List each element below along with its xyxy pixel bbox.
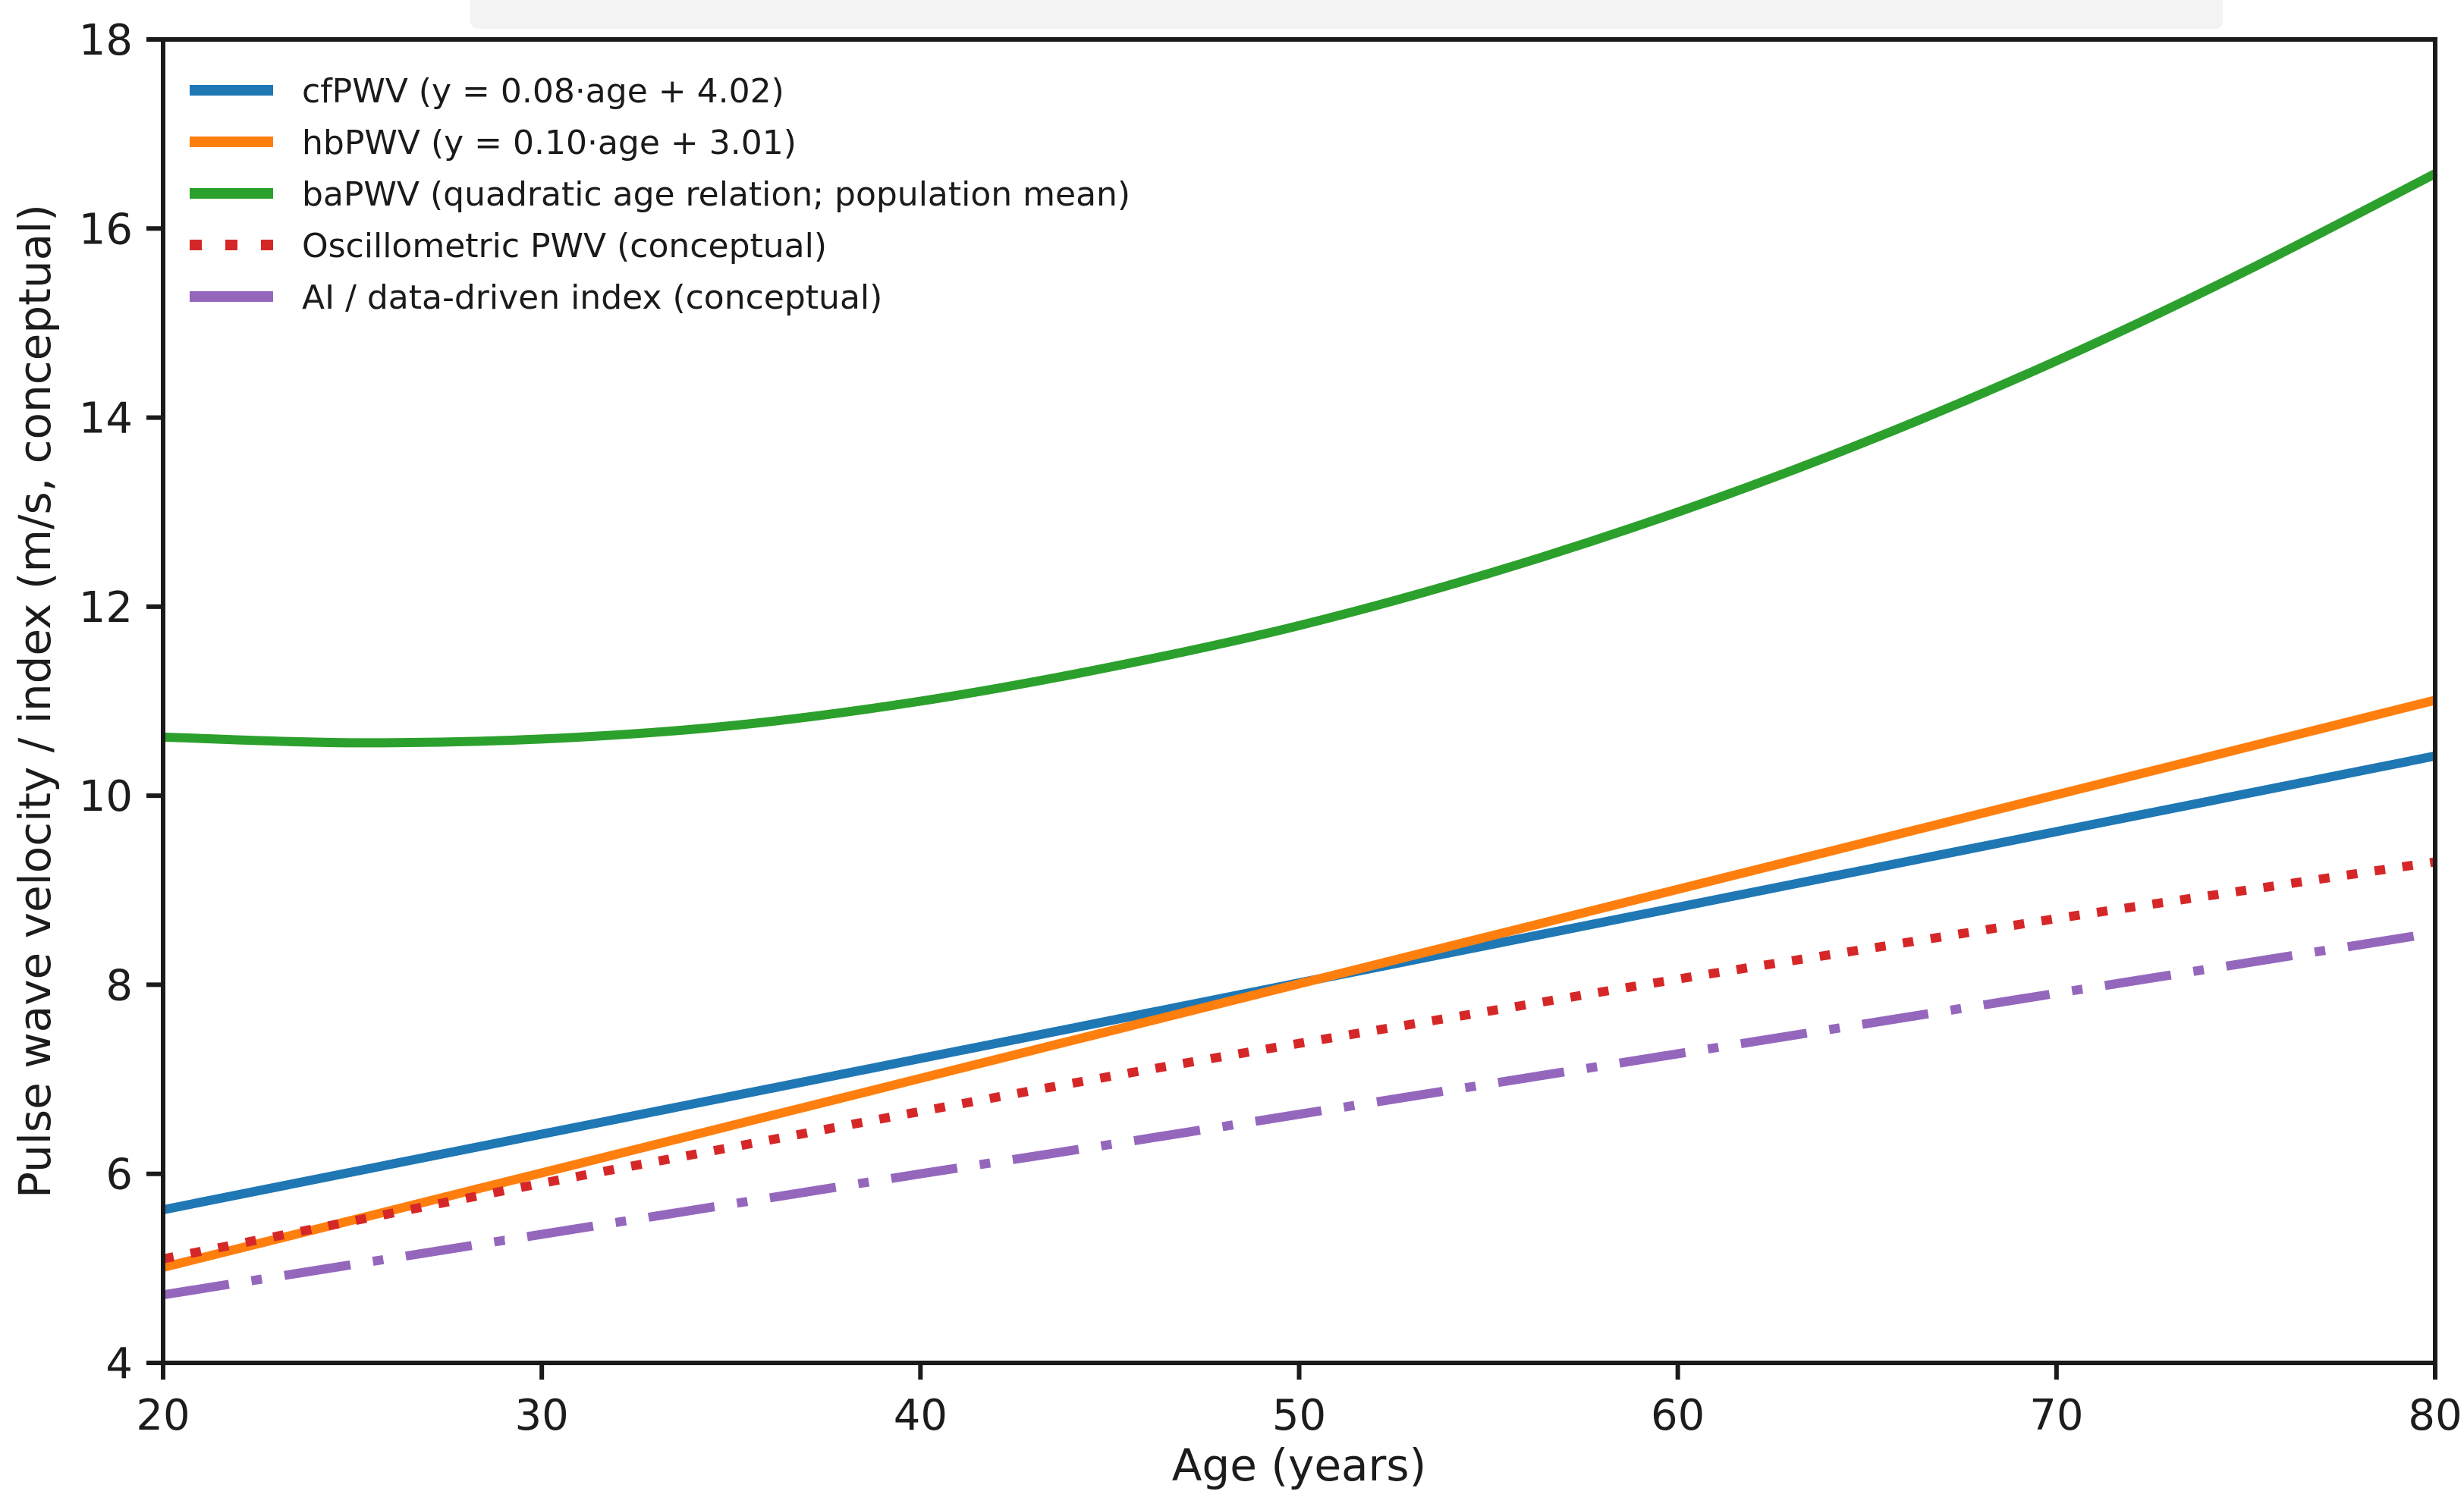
y-tick-label: 18: [79, 16, 133, 65]
series-curves: [162, 169, 2437, 1300]
x-tick-label: 50: [1272, 1391, 1326, 1440]
y-tick-label: 12: [79, 583, 133, 633]
legend-label: baPWV (quadratic age relation; populatio…: [302, 175, 1130, 214]
y-tick-label: 14: [79, 394, 133, 444]
series-line-4: [162, 928, 2436, 1300]
y-tick-label: 16: [79, 205, 133, 254]
series-line-2: [162, 169, 2437, 748]
legend-label: hbPWV (y = 0.10·age + 3.01): [302, 124, 797, 162]
x-tick-label: 60: [1651, 1391, 1705, 1440]
axis-ticks: 20 30 40 50 60 70 80 4 6 8 10 12 14 16 18: [79, 16, 2462, 1440]
legend: cfPWV (y = 0.08·age + 4.02) hbPWV (y = 0.…: [190, 72, 1130, 317]
legend-label: cfPWV (y = 0.08·age + 4.02): [302, 72, 784, 111]
legend-item-3: Oscillometric PWV (conceptual): [190, 227, 827, 265]
y-axis-title: Pulse wave velocity / index (m/s, concep…: [9, 204, 61, 1198]
y-tick-label: 8: [105, 961, 133, 1010]
series-line-1: [162, 695, 2437, 1272]
series-line-3: [162, 857, 2436, 1264]
legend-label: AI / data-driven index (conceptual): [302, 278, 882, 317]
y-tick-label: 6: [105, 1151, 133, 1200]
x-tick-label: 30: [515, 1391, 569, 1440]
x-tick-label: 20: [136, 1391, 190, 1440]
legend-label: Oscillometric PWV (conceptual): [302, 227, 827, 265]
x-tick-label: 80: [2408, 1391, 2462, 1440]
x-axis-title: Age (years): [1172, 1439, 1426, 1491]
y-tick-label: 10: [79, 772, 133, 821]
y-tick-label: 4: [105, 1339, 133, 1389]
x-tick-label: 40: [894, 1391, 948, 1440]
legend-item-4: AI / data-driven index (conceptual): [190, 278, 882, 317]
legend-item-2: baPWV (quadratic age relation; populatio…: [190, 175, 1130, 214]
legend-item-1: hbPWV (y = 0.10·age + 3.01): [190, 124, 797, 162]
x-tick-label: 70: [2029, 1391, 2083, 1440]
legend-item-0: cfPWV (y = 0.08·age + 4.02): [190, 72, 784, 111]
cropped-title-banner: [470, 0, 2223, 29]
